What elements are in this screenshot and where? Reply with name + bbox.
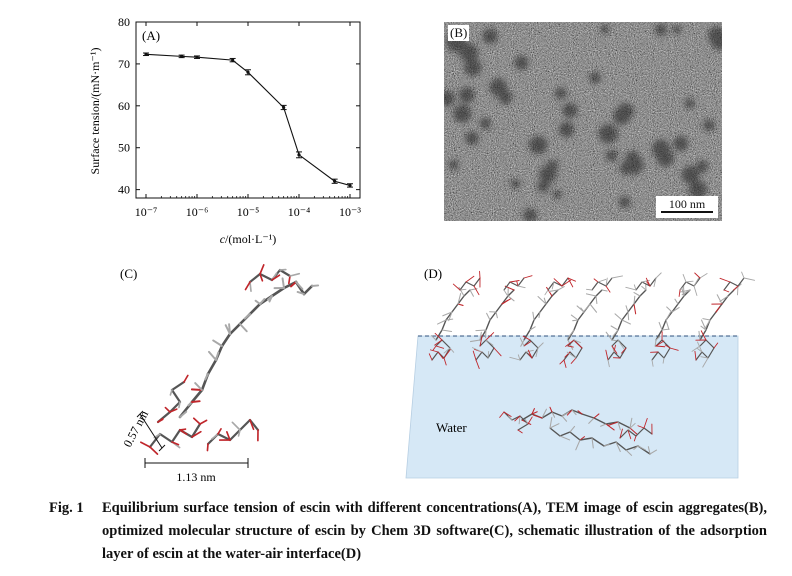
y-tick-label: 40 xyxy=(118,183,130,197)
panel-c-label: (C) xyxy=(120,266,137,281)
x-tick-label: 10⁻⁶ xyxy=(186,205,209,219)
x-tick-label: 10⁻⁵ xyxy=(237,205,260,219)
plot-frame xyxy=(135,21,361,199)
data-point xyxy=(296,151,302,159)
water-label: Water xyxy=(436,420,467,435)
data-point xyxy=(229,57,236,63)
tem-image-panel: (B) 100 nm xyxy=(444,22,722,221)
data-point xyxy=(178,54,185,59)
surface-tension-chart: (A) 40 50 60 70 80 10⁻⁷ 10⁻⁶ 10⁻⁵ 10⁻⁴ 10⁻³ Surfa… xyxy=(88,15,361,246)
data-point xyxy=(331,178,338,184)
dim-line-vertical xyxy=(139,413,163,449)
x-tick-label: 10⁻³ xyxy=(339,205,361,219)
caption-text: Equilibrium surface tension of escin wit… xyxy=(102,500,767,562)
x-tick-label: 10⁻⁷ xyxy=(135,205,158,219)
y-tick-label: 70 xyxy=(118,57,130,71)
panel-d-label: (D) xyxy=(424,266,442,281)
x-tick-label: 10⁻⁴ xyxy=(288,205,311,219)
data-point xyxy=(347,183,353,188)
water-region xyxy=(405,335,739,479)
y-tick-label: 60 xyxy=(118,99,130,113)
panel-a-label: (A) xyxy=(142,28,160,43)
y-tick-label: 80 xyxy=(118,15,130,29)
dim-label-horizontal: 1.13 nm xyxy=(176,470,216,484)
x-axis-label: c/(mol·L⁻¹) xyxy=(220,232,277,246)
molecular-structure: (C) 0.57 nm 1.13 nm xyxy=(120,264,320,484)
adsorption-schematic: (D) Water xyxy=(405,266,756,479)
figure-number: Fig. 1 xyxy=(49,500,84,516)
scale-bar: 100 nm xyxy=(656,196,718,218)
dim-label-vertical: 0.57 nm xyxy=(120,408,151,450)
panel-b-label: (B) xyxy=(448,25,470,41)
data-point xyxy=(280,104,287,111)
tem-image xyxy=(444,22,722,221)
y-axis-label: Surface tension/(mN·m⁻¹) xyxy=(88,48,102,175)
data-point xyxy=(143,52,149,57)
scale-bar-line xyxy=(661,211,713,213)
data-point xyxy=(194,55,200,59)
y-tick-label: 50 xyxy=(118,141,130,155)
scale-bar-label: 100 nm xyxy=(668,197,706,211)
data-point xyxy=(245,69,251,76)
